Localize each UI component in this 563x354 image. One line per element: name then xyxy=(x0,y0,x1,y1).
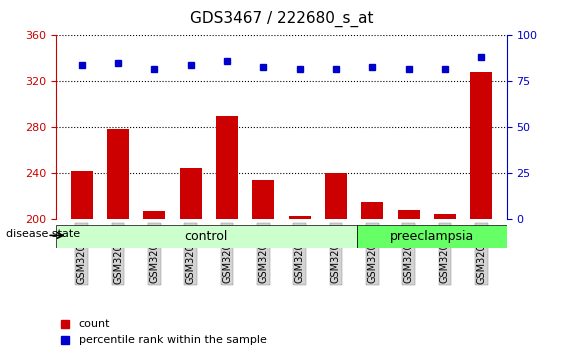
Bar xyxy=(252,181,274,219)
Bar xyxy=(216,116,238,219)
FancyBboxPatch shape xyxy=(356,225,507,248)
Bar xyxy=(434,214,456,219)
Bar xyxy=(180,168,202,219)
Text: preeclampsia: preeclampsia xyxy=(390,230,473,243)
Bar xyxy=(361,202,383,219)
Bar xyxy=(107,129,129,219)
FancyBboxPatch shape xyxy=(56,225,356,248)
Bar xyxy=(289,216,311,219)
Bar xyxy=(470,72,492,219)
Bar xyxy=(325,173,347,219)
Text: disease state: disease state xyxy=(6,229,80,239)
Text: percentile rank within the sample: percentile rank within the sample xyxy=(79,335,267,345)
Bar xyxy=(71,171,93,219)
Text: count: count xyxy=(79,319,110,329)
Bar xyxy=(144,211,166,219)
Bar xyxy=(397,210,419,219)
Text: GDS3467 / 222680_s_at: GDS3467 / 222680_s_at xyxy=(190,11,373,27)
Text: control: control xyxy=(185,230,228,243)
